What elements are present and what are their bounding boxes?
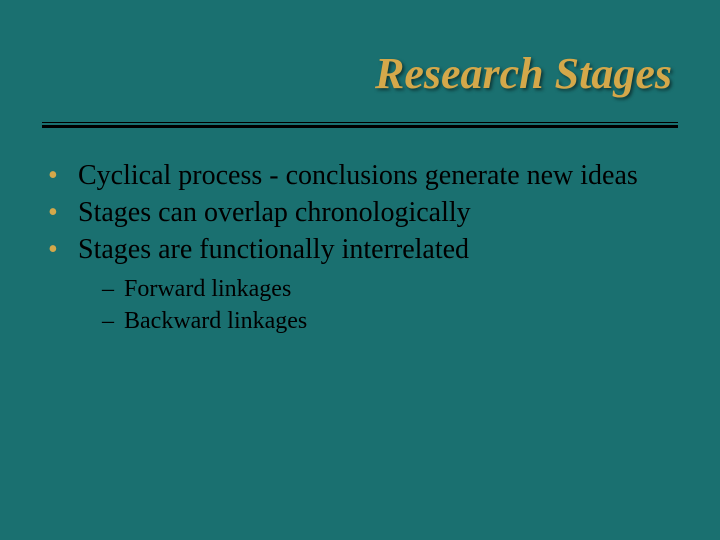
bullet-marker-icon: •: [48, 158, 66, 193]
sub-bullet-text: Forward linkages: [124, 273, 291, 305]
bullet-text: Cyclical process - conclusions generate …: [78, 158, 680, 193]
slide-title: Research Stages: [375, 48, 672, 99]
sub-bullet-text: Backward linkages: [124, 305, 307, 337]
bullet-item: • Cyclical process - conclusions generat…: [48, 158, 680, 193]
bullet-item: • Stages are functionally interrelated: [48, 232, 680, 267]
slide-content: • Cyclical process - conclusions generat…: [48, 158, 680, 338]
dash-marker-icon: –: [102, 305, 114, 337]
dash-marker-icon: –: [102, 273, 114, 305]
sub-bullet-list: – Forward linkages – Backward linkages: [102, 273, 680, 338]
title-divider: [42, 122, 678, 128]
sub-bullet-item: – Backward linkages: [102, 305, 680, 337]
bullet-marker-icon: •: [48, 232, 66, 267]
bullet-text: Stages are functionally interrelated: [78, 232, 680, 267]
bullet-marker-icon: •: [48, 195, 66, 230]
bullet-text: Stages can overlap chronologically: [78, 195, 680, 230]
sub-bullet-item: – Forward linkages: [102, 273, 680, 305]
bullet-item: • Stages can overlap chronologically: [48, 195, 680, 230]
